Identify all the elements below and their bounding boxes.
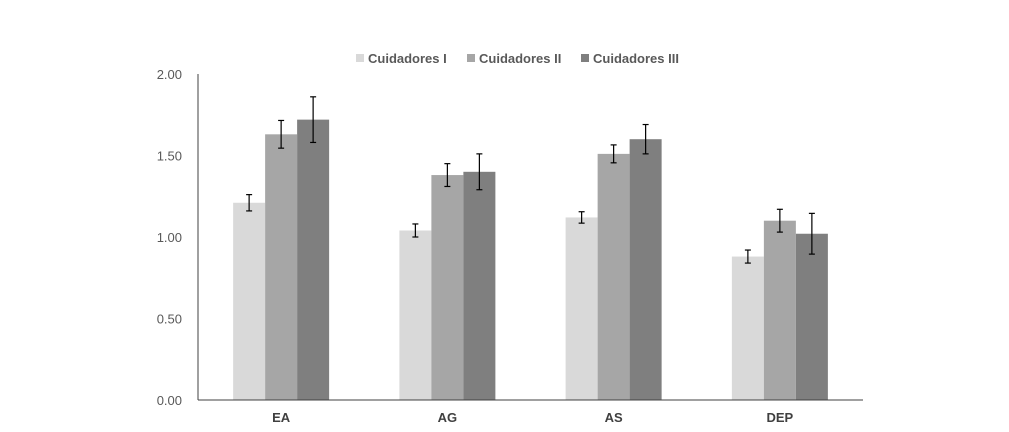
error-bars — [246, 96, 815, 264]
bar — [565, 217, 598, 400]
x-tick-label: DEP — [767, 410, 794, 425]
x-tick-label: AG — [438, 410, 458, 425]
legend-label: Cuidadores II — [479, 51, 561, 66]
bar — [629, 139, 662, 400]
legend: Cuidadores I Cuidadores II Cuidadores III — [356, 51, 679, 66]
bars — [233, 119, 828, 400]
y-axis: 0.00 0.50 1.00 1.50 2.00 — [157, 67, 199, 408]
bar — [763, 220, 796, 400]
y-tick-label: 0.50 — [157, 312, 182, 327]
legend-swatch — [581, 54, 589, 62]
bar — [731, 256, 764, 400]
bar — [265, 134, 298, 400]
legend-swatch — [467, 54, 475, 62]
y-tick-label: 0.00 — [157, 393, 182, 408]
x-tick-label: EA — [272, 410, 291, 425]
y-tick-label: 1.50 — [157, 149, 182, 164]
y-tick-label: 2.00 — [157, 67, 182, 82]
bar — [431, 175, 464, 400]
x-tick-label: AS — [605, 410, 623, 425]
bar — [399, 230, 432, 400]
bar — [463, 171, 496, 400]
x-axis: EA AG AS DEP — [198, 399, 863, 425]
y-tick-label: 1.00 — [157, 230, 182, 245]
bar — [795, 233, 828, 400]
bar — [233, 202, 266, 400]
legend-swatch — [356, 54, 364, 62]
bar — [297, 119, 330, 400]
legend-label: Cuidadores III — [593, 51, 679, 66]
bar — [597, 153, 630, 400]
legend-label: Cuidadores I — [368, 51, 447, 66]
